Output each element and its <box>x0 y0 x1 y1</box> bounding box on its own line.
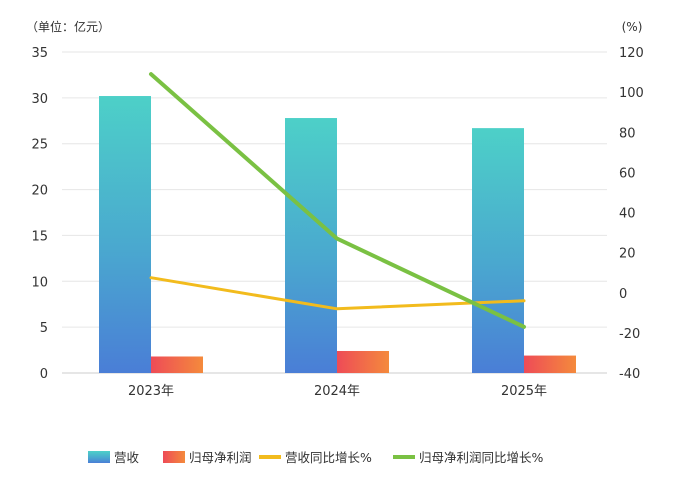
left-axis-unit-label: （单位：亿元） <box>26 19 110 34</box>
line-revenue-growth <box>149 276 526 311</box>
left-tick-label: 25 <box>31 138 48 153</box>
right-tick-label: -20 <box>619 327 640 342</box>
legend: 营收 归母净利润 营收同比增长% 归母净利润同比增长% <box>88 450 544 465</box>
right-tick-label: 60 <box>619 166 636 181</box>
bar-net-profit <box>337 350 389 373</box>
legend-revenue-swatch <box>88 451 110 463</box>
legend-revenue-growth-label: 营收同比增长% <box>285 450 372 465</box>
legend-net-profit-swatch <box>163 451 185 463</box>
bar-net-profit <box>524 355 576 373</box>
left-tick-label: 10 <box>31 275 48 290</box>
right-tick-label: 20 <box>619 247 636 262</box>
right-tick-label: -40 <box>619 367 640 382</box>
line-net-profit-growth <box>149 72 526 329</box>
right-tick-label: 0 <box>619 287 627 302</box>
legend-net-profit-label: 归母净利润 <box>189 450 252 465</box>
category-label: 2024年 <box>314 384 360 399</box>
left-tick-label: 0 <box>40 367 48 382</box>
category-label: 2025年 <box>501 384 547 399</box>
bar-series <box>99 96 576 373</box>
category-label: 2023年 <box>128 384 174 399</box>
right-tick-label: 120 <box>619 46 644 61</box>
legend-revenue-label: 营收 <box>114 450 140 465</box>
left-tick-label: 30 <box>31 92 48 107</box>
right-axis: -40 -20 0 20 40 60 80 100 120 <box>619 46 644 382</box>
bar-net-profit <box>151 356 203 373</box>
bar-revenue <box>99 96 151 373</box>
legend-revenue-growth-swatch <box>259 455 281 459</box>
left-tick-label: 35 <box>31 46 48 61</box>
left-tick-label: 15 <box>31 229 48 244</box>
legend-net-profit-growth-swatch <box>393 455 415 459</box>
right-tick-label: 100 <box>619 86 644 101</box>
line-series <box>149 72 526 329</box>
x-axis: 2023年 2024年 2025年 <box>128 384 547 399</box>
right-axis-unit-label: (%) <box>622 20 643 34</box>
right-tick-label: 40 <box>619 207 636 222</box>
left-tick-label: 20 <box>31 184 48 199</box>
bar-revenue <box>472 128 524 373</box>
left-axis: 0 5 10 15 20 25 30 35 <box>31 46 48 382</box>
left-tick-label: 5 <box>40 321 48 336</box>
bar-revenue <box>285 118 337 373</box>
legend-net-profit-growth-label: 归母净利润同比增长% <box>419 450 544 465</box>
right-tick-label: 80 <box>619 126 636 141</box>
